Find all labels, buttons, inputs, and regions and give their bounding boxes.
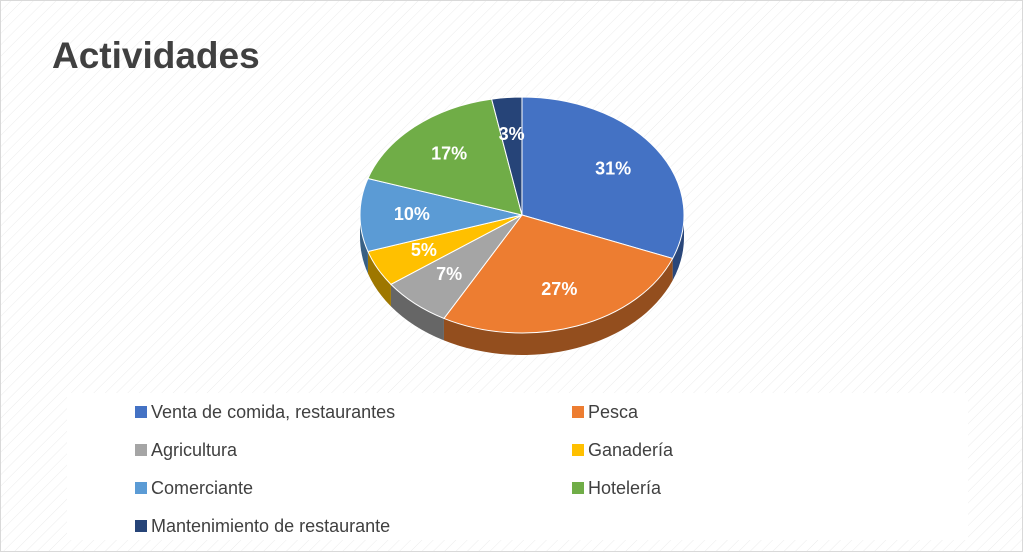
data-label: 3% [499,124,525,144]
legend-label: Mantenimiento de restaurante [151,516,390,536]
legend-swatch [135,520,147,532]
legend-swatch [572,444,584,456]
legend-label: Venta de comida, restaurantes [151,402,395,422]
legend-swatch [135,406,147,418]
slice [367,98,523,216]
legend-swatch [135,482,147,494]
slice-side [367,251,391,307]
slice-side [360,215,368,274]
legend-swatch [572,482,584,494]
data-label: 27% [541,279,577,299]
data-label: 5% [411,240,437,260]
legend-swatch [572,406,584,418]
slice-side [390,284,444,341]
slice [359,177,523,253]
data-label: 10% [394,204,430,224]
legend-label: Pesca [588,402,639,422]
chart-title: Actividades [52,35,260,76]
legend-box [67,393,968,540]
legend-label: Ganadería [588,440,674,460]
legend-swatch [135,444,147,456]
data-label: 17% [431,144,467,164]
slice [521,96,685,260]
slice [443,214,674,334]
data-label: 7% [436,264,462,284]
legend-label: Hotelería [588,478,662,498]
slice-side [443,258,673,355]
data-label: 31% [595,159,631,179]
slice [491,96,523,216]
legend-label: Comerciante [151,478,253,498]
legend-label: Agricultura [151,440,238,460]
slice-side [672,215,684,281]
